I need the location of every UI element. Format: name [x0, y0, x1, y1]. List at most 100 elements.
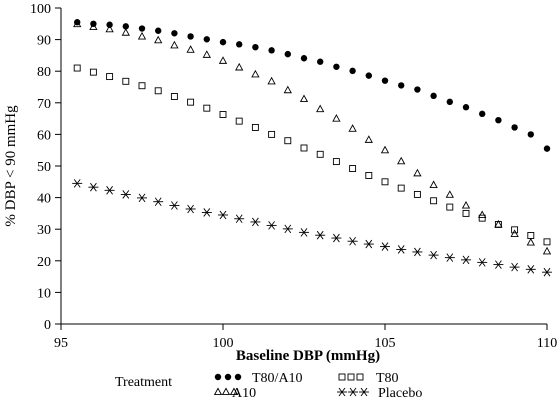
data-point — [444, 253, 455, 262]
data-point — [543, 238, 551, 246]
legend-marker — [337, 387, 347, 397]
data-point — [380, 145, 390, 154]
data-point — [365, 172, 373, 179]
legend-marker — [229, 387, 239, 396]
data-point — [185, 204, 196, 214]
data-point — [106, 73, 114, 81]
data-point — [333, 63, 340, 70]
data-point — [396, 245, 407, 254]
legend-entry: Placebo — [337, 386, 422, 401]
data-point — [299, 94, 309, 103]
series-t80-a10 — [74, 19, 551, 152]
data-point — [154, 87, 162, 95]
legend: Treatment T80/A10 T80 A10 Placebo — [115, 371, 422, 401]
data-point — [236, 41, 243, 48]
data-point — [542, 267, 552, 277]
x-tick-label: 100 — [213, 336, 234, 351]
data-point — [105, 24, 114, 33]
data-point — [89, 22, 98, 31]
data-point — [250, 217, 261, 227]
data-point — [397, 156, 406, 165]
data-point — [462, 104, 470, 111]
data-point — [138, 82, 146, 90]
data-point — [170, 40, 179, 49]
data-point — [252, 43, 259, 51]
data-point — [527, 232, 535, 239]
x-ticks: 95 100 105 110 — [54, 324, 557, 351]
data-point — [413, 190, 421, 198]
data-point — [511, 124, 518, 131]
data-point — [153, 197, 164, 206]
data-point — [170, 93, 178, 100]
data-point — [219, 38, 227, 46]
data-point — [509, 262, 520, 272]
data-point — [234, 214, 245, 224]
legend-marker — [234, 373, 242, 381]
data-point — [201, 208, 212, 217]
data-point — [300, 55, 308, 62]
data-point — [73, 19, 82, 28]
y-tick-label: 70 — [37, 97, 51, 112]
data-point — [235, 62, 244, 71]
data-point — [120, 190, 131, 199]
data-point — [268, 47, 275, 54]
x-axis-label: Baseline DBP (mmHg) — [236, 348, 380, 364]
data-point — [478, 214, 486, 222]
data-point — [510, 229, 519, 237]
data-point — [282, 224, 293, 234]
legend-marker — [213, 387, 223, 396]
data-point — [267, 76, 276, 85]
legend-label: T80/A10 — [252, 371, 303, 386]
data-point — [89, 68, 97, 76]
data-point — [461, 255, 471, 265]
data-point — [349, 67, 356, 75]
data-point — [219, 111, 227, 118]
data-point — [169, 201, 180, 210]
legend-entry: T80/A10 — [214, 371, 303, 386]
data-point — [251, 123, 259, 131]
x-tick-label: 95 — [54, 336, 68, 351]
legend-marker — [224, 373, 232, 381]
y-tick-label: 100 — [30, 2, 51, 17]
data-point — [446, 203, 454, 211]
data-point — [154, 35, 163, 44]
data-point — [299, 228, 309, 237]
data-point — [186, 45, 195, 53]
y-tick-label: 80 — [37, 65, 51, 80]
y-tick-label: 60 — [37, 128, 51, 143]
data-point — [317, 58, 324, 65]
data-point — [316, 104, 325, 113]
data-point — [381, 77, 389, 84]
data-point — [316, 150, 324, 158]
data-point — [251, 69, 260, 78]
data-point — [315, 230, 326, 240]
y-tick-label: 90 — [37, 34, 51, 49]
legend-entry: A10 — [213, 386, 256, 401]
data-point — [428, 250, 439, 260]
data-point — [543, 145, 551, 152]
data-point — [462, 209, 470, 217]
data-point — [203, 36, 210, 43]
y-axis-label: % DBP < 90 mmHg — [3, 105, 19, 227]
legend-marker — [347, 373, 355, 381]
data-point — [478, 210, 487, 219]
data-point — [430, 197, 438, 205]
data-point — [495, 116, 502, 124]
data-point — [138, 25, 146, 32]
data-point — [347, 236, 358, 246]
data-point — [398, 82, 405, 89]
data-point — [332, 158, 340, 166]
y-tick-label: 30 — [37, 223, 51, 238]
data-point — [461, 200, 471, 209]
data-point — [283, 85, 292, 94]
y-tick-label: 40 — [37, 192, 51, 207]
data-point — [429, 180, 438, 189]
data-point — [349, 165, 357, 172]
legend-marker — [348, 387, 358, 397]
series-placebo — [72, 179, 552, 277]
data-point — [137, 31, 147, 40]
data-point — [121, 28, 130, 36]
data-point — [542, 246, 552, 255]
data-point — [202, 50, 211, 58]
